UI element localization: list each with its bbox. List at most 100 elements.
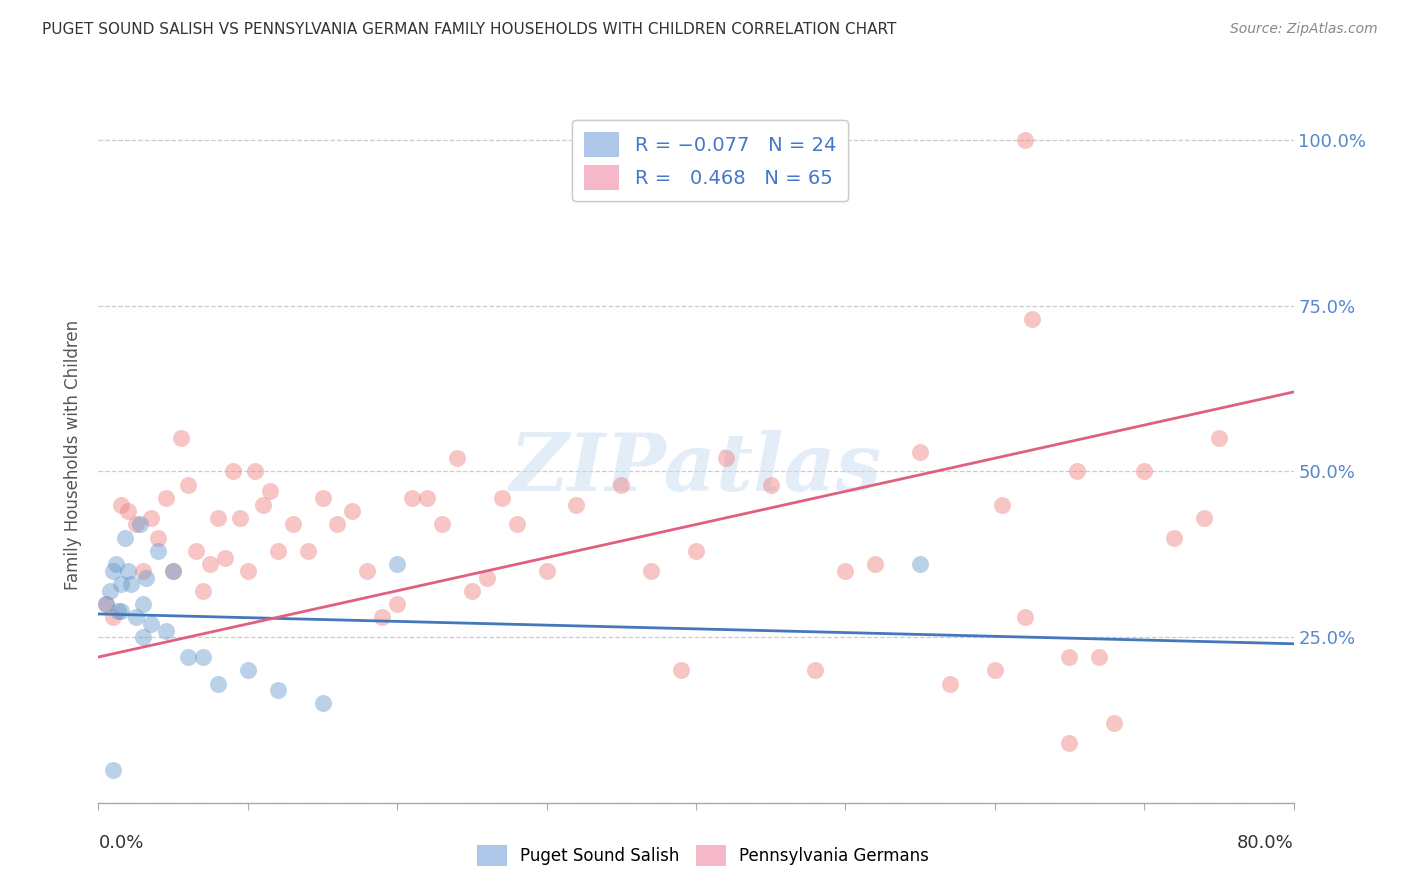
Point — [834, 564, 856, 578]
Point — [125, 610, 148, 624]
Point — [207, 511, 229, 525]
Text: 0.0%: 0.0% — [98, 834, 143, 852]
Point — [245, 465, 267, 479]
Point — [475, 570, 498, 584]
Point — [162, 564, 184, 578]
Legend: R = −0.077   N = 24, R =   0.468   N = 65: R = −0.077 N = 24, R = 0.468 N = 65 — [572, 120, 848, 202]
Point — [416, 491, 439, 505]
Point — [401, 491, 423, 505]
Point — [139, 511, 162, 525]
Point — [1088, 650, 1111, 665]
Point — [103, 610, 125, 624]
Point — [214, 550, 236, 565]
Point — [939, 676, 962, 690]
Point — [1208, 431, 1230, 445]
Point — [311, 697, 333, 711]
Text: Source: ZipAtlas.com: Source: ZipAtlas.com — [1230, 22, 1378, 37]
Point — [863, 558, 887, 572]
Point — [100, 583, 122, 598]
Point — [461, 583, 484, 598]
Point — [129, 517, 152, 532]
Y-axis label: Family Households with Children: Family Households with Children — [65, 320, 83, 590]
Point — [110, 498, 132, 512]
Point — [1021, 312, 1043, 326]
Point — [1014, 133, 1036, 147]
Point — [155, 624, 177, 638]
Point — [222, 465, 245, 479]
Point — [984, 663, 1007, 677]
Point — [908, 558, 931, 572]
Point — [148, 544, 170, 558]
Point — [385, 597, 409, 611]
Point — [259, 484, 281, 499]
Point — [430, 517, 453, 532]
Point — [114, 531, 136, 545]
Point — [714, 451, 737, 466]
Point — [191, 650, 214, 665]
Point — [1059, 650, 1081, 665]
Point — [155, 491, 177, 505]
Point — [132, 630, 155, 644]
Point — [177, 650, 200, 665]
Point — [148, 531, 170, 545]
Point — [184, 544, 207, 558]
Point — [135, 570, 157, 584]
Point — [110, 604, 132, 618]
Point — [267, 683, 290, 698]
Point — [610, 477, 633, 491]
Text: 80.0%: 80.0% — [1237, 834, 1294, 852]
Point — [110, 577, 132, 591]
Point — [356, 564, 378, 578]
Point — [207, 676, 229, 690]
Point — [236, 564, 259, 578]
Text: PUGET SOUND SALISH VS PENNSYLVANIA GERMAN FAMILY HOUSEHOLDS WITH CHILDREN CORREL: PUGET SOUND SALISH VS PENNSYLVANIA GERMA… — [42, 22, 897, 37]
Point — [105, 558, 128, 572]
Point — [103, 763, 125, 777]
Point — [1192, 511, 1215, 525]
Point — [536, 564, 558, 578]
Point — [117, 504, 139, 518]
Point — [177, 477, 200, 491]
Point — [1102, 716, 1125, 731]
Point — [267, 544, 290, 558]
Point — [1133, 465, 1156, 479]
Point — [120, 577, 142, 591]
Point — [669, 663, 692, 677]
Point — [506, 517, 529, 532]
Point — [326, 517, 349, 532]
Point — [297, 544, 319, 558]
Point — [565, 498, 588, 512]
Point — [1163, 531, 1185, 545]
Text: ZIPatlas: ZIPatlas — [510, 430, 882, 508]
Point — [169, 431, 191, 445]
Point — [132, 564, 155, 578]
Point — [103, 564, 125, 578]
Point — [94, 597, 117, 611]
Point — [117, 564, 139, 578]
Point — [1059, 736, 1081, 750]
Point — [342, 504, 364, 518]
Point — [236, 663, 259, 677]
Point — [991, 498, 1014, 512]
Point — [200, 558, 222, 572]
Point — [229, 511, 252, 525]
Point — [107, 604, 129, 618]
Point — [385, 558, 409, 572]
Point — [446, 451, 468, 466]
Point — [162, 564, 184, 578]
Point — [132, 597, 155, 611]
Point — [125, 517, 148, 532]
Point — [908, 444, 931, 458]
Point — [252, 498, 274, 512]
Point — [640, 564, 662, 578]
Point — [94, 597, 117, 611]
Point — [804, 663, 827, 677]
Point — [139, 616, 162, 631]
Point — [371, 610, 394, 624]
Point — [191, 583, 214, 598]
Point — [491, 491, 513, 505]
Point — [759, 477, 782, 491]
Point — [1066, 465, 1088, 479]
Point — [685, 544, 707, 558]
Legend: Puget Sound Salish, Pennsylvania Germans: Puget Sound Salish, Pennsylvania Germans — [468, 837, 938, 875]
